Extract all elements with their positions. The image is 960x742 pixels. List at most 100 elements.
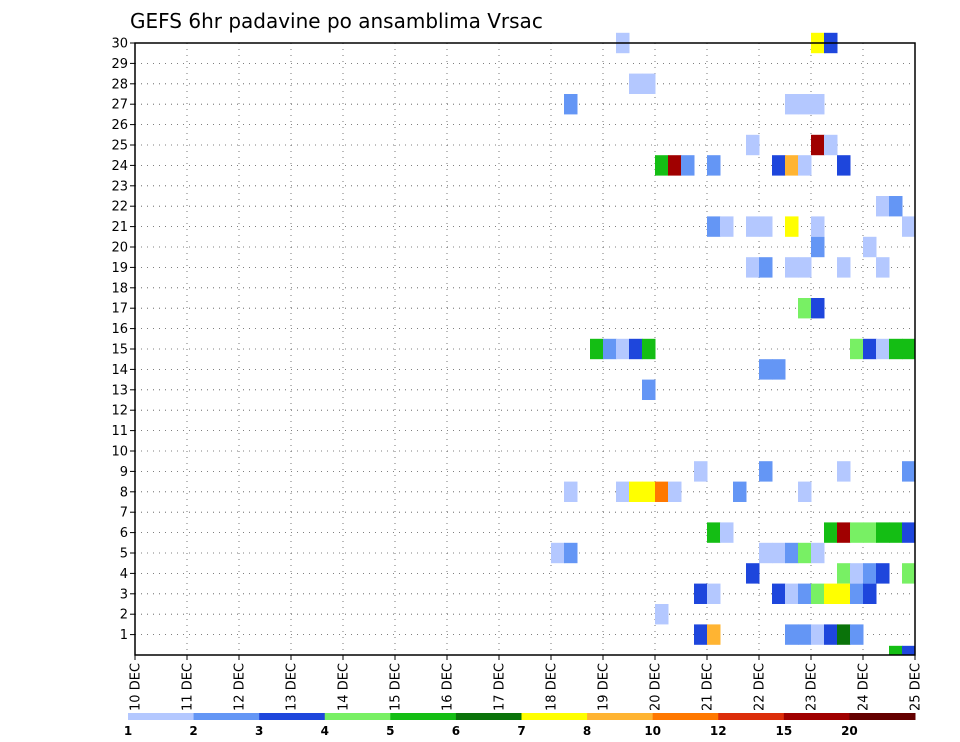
- ensemble-cell: [824, 522, 838, 543]
- y-tick-label: 9: [120, 465, 128, 480]
- colorbar-label: 1: [124, 724, 132, 738]
- ensemble-cell: [837, 155, 851, 176]
- ensemble-cell: [642, 338, 656, 360]
- colorbar: 1 2 3 4 5 6 7 8 10 12 15 20: [124, 713, 916, 738]
- ensemble-cell: [785, 583, 799, 604]
- ensemble-cell: [759, 257, 773, 278]
- y-tick-label: 25: [111, 139, 128, 154]
- y-tick-label: 13: [111, 383, 128, 398]
- ensemble-cell: [629, 73, 643, 94]
- y-tick-label: 27: [111, 98, 128, 113]
- ensemble-cell: [772, 583, 786, 604]
- ensemble-cell: [876, 196, 890, 217]
- colorbar-swatch: [455, 713, 522, 720]
- y-tick-label: 4: [120, 567, 128, 582]
- ensemble-cell: [837, 583, 851, 604]
- ensemble-cell: [902, 645, 916, 655]
- colorbar-swatch: [193, 713, 260, 720]
- ensemble-cell: [564, 94, 578, 115]
- ensemble-cells: [551, 32, 916, 655]
- ensemble-cell: [850, 624, 864, 645]
- ensemble-cell: [850, 563, 864, 584]
- ensemble-cell: [889, 522, 903, 543]
- ensemble-cell: [785, 94, 799, 115]
- ensemble-cell: [616, 338, 630, 360]
- ensemble-cell: [603, 338, 617, 360]
- colorbar-swatch: [390, 713, 457, 720]
- ensemble-cell: [746, 216, 760, 237]
- x-tick-label: 15 DEC: [389, 663, 404, 711]
- ensemble-cell: [772, 359, 786, 380]
- y-tick-label: 30: [111, 37, 128, 52]
- ensemble-cell: [772, 542, 786, 564]
- colorbar-label: 12: [710, 724, 727, 738]
- ensemble-cell: [876, 257, 890, 278]
- colorbar-label: 2: [189, 724, 197, 738]
- y-tick-label: 7: [120, 506, 128, 521]
- y-tick-label: 16: [111, 322, 128, 337]
- x-tick-label: 18 DEC: [545, 663, 560, 711]
- ensemble-cell: [707, 583, 721, 604]
- ensemble-cell: [629, 481, 643, 502]
- y-tick-label: 28: [111, 77, 128, 92]
- ensemble-cell: [590, 338, 604, 360]
- x-tick-label: 22 DEC: [753, 663, 768, 711]
- y-tick-label: 1: [120, 628, 128, 643]
- colorbar-swatch: [652, 713, 719, 720]
- x-axis: 10 DEC 11 DEC 12 DEC 13 DEC 14 DEC 15 DEC 16 D…: [129, 655, 924, 711]
- x-tick-label: 11 DEC: [181, 663, 196, 711]
- ensemble-cell: [863, 236, 877, 258]
- colorbar-label: 4: [321, 724, 329, 738]
- ensemble-cell: [668, 481, 682, 502]
- ensemble-cell: [642, 379, 656, 400]
- ensemble-cell: [707, 155, 721, 176]
- ensemble-cell: [837, 522, 851, 543]
- ensemble-cell: [824, 583, 838, 604]
- colorbar-swatch: [324, 713, 391, 720]
- ensemble-cell: [902, 338, 916, 360]
- x-tick-label: 17 DEC: [493, 663, 508, 711]
- y-tick-label: 29: [111, 57, 128, 72]
- ensemble-cell: [824, 624, 838, 645]
- ensemble-cell: [642, 481, 656, 502]
- ensemble-cell: [811, 298, 825, 319]
- ensemble-cell: [889, 338, 903, 360]
- ensemble-cell: [694, 624, 708, 645]
- chart-title: GEFS 6hr padavine po ansamblima Vrsac: [130, 9, 543, 33]
- colorbar-swatch: [521, 713, 588, 720]
- y-tick-label: 17: [111, 302, 128, 317]
- ensemble-cell: [811, 236, 825, 258]
- colorbar-swatch: [128, 713, 195, 720]
- colorbar-swatch: [783, 713, 850, 720]
- ensemble-cell: [863, 338, 877, 360]
- ensemble-cell: [889, 645, 903, 655]
- ensemble-cell: [629, 338, 643, 360]
- colorbar-label: 20: [841, 724, 858, 738]
- ensemble-cell: [811, 94, 825, 115]
- ensemble-cell: [850, 583, 864, 604]
- y-tick-label: 14: [111, 363, 128, 378]
- colorbar-swatch: [718, 713, 785, 720]
- x-tick-label: 25 DEC: [909, 663, 924, 711]
- ensemble-cell: [681, 155, 695, 176]
- ensemble-cell: [876, 338, 890, 360]
- y-tick-label: 8: [120, 485, 128, 500]
- ensemble-cell: [863, 522, 877, 543]
- y-tick-label: 19: [111, 261, 128, 276]
- x-tick-label: 13 DEC: [285, 663, 300, 711]
- ensemble-cell: [798, 94, 812, 115]
- ensemble-cell: [759, 216, 773, 237]
- x-tick-label: 16 DEC: [441, 663, 456, 711]
- x-tick-label: 23 DEC: [805, 663, 820, 711]
- ensemble-cell: [759, 359, 773, 380]
- y-tick-label: 26: [111, 118, 128, 133]
- colorbar-label: 3: [255, 724, 263, 738]
- ensemble-cell: [811, 542, 825, 564]
- colorbar-label: 8: [583, 724, 591, 738]
- ensemble-cell: [720, 522, 734, 543]
- ensemble-cell: [798, 542, 812, 564]
- y-tick-label: 3: [120, 587, 128, 602]
- ensemble-cell: [746, 134, 760, 156]
- ensemble-cell: [850, 522, 864, 543]
- ensemble-cell: [551, 542, 565, 564]
